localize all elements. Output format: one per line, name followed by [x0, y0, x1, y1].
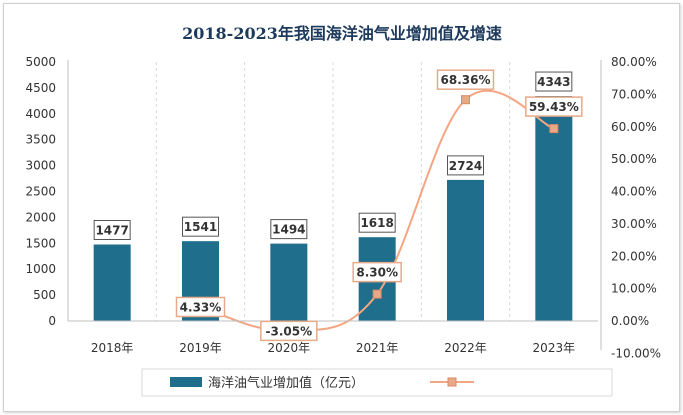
growth-value-box [175, 296, 226, 318]
growth-value-box [260, 320, 318, 342]
growth-value-label: 8.30% [352, 261, 402, 283]
bar-value-box [535, 71, 573, 92]
bar-value-box [270, 219, 308, 240]
growth-value-text: 68.36% [441, 73, 491, 87]
bar-value-box [447, 155, 484, 176]
y-left-tick-label: 2500 [25, 185, 56, 199]
y-left-tick-label: 4500 [25, 81, 56, 95]
y-right-tick-label: 30.00% [611, 217, 657, 231]
bar-value-label: 2724 [447, 155, 484, 176]
y-right-tick-label: 20.00% [611, 249, 657, 263]
growth-value-box [436, 69, 495, 90]
y-left-tick-label: 4000 [25, 107, 56, 121]
y-left-tick-label: 3500 [25, 133, 56, 147]
growth-marker [461, 95, 470, 105]
bar-value-text: 1541 [184, 220, 217, 234]
growth-value-label: -3.05% [260, 320, 318, 342]
bar-value-label: 1494 [270, 219, 308, 240]
bar-value-box [358, 212, 396, 233]
y-left-tick-label: 3000 [25, 159, 56, 173]
x-tick-label: 2023年 [533, 341, 576, 355]
bar-value-label: 1618 [358, 212, 396, 233]
growth-value-text: -3.05% [266, 324, 313, 338]
y-left-tick-label: 500 [33, 288, 56, 302]
growth-value-label: 68.36% [436, 69, 495, 90]
y-left-tick-label: 2000 [25, 210, 56, 224]
growth-value-text: 4.33% [180, 300, 222, 314]
bar-value-label: 1541 [182, 216, 219, 237]
chart-title: 2018-2023年我国海洋油气业增加值及增速 [182, 24, 502, 43]
y-left-tick-label: 5000 [25, 55, 56, 69]
y-right-tick-label: 60.00% [611, 120, 657, 134]
x-tick-label: 2019年 [179, 341, 222, 355]
legend-box [141, 368, 613, 397]
x-tick-label: 2020年 [268, 341, 311, 355]
axes: 0 500 1000 1500 2000 2500 3000 3500 4000 4500 5000… [25, 55, 661, 360]
growth-value-label: 4.33% [175, 296, 226, 318]
bar-value-label: 1477 [93, 219, 131, 240]
bar [535, 96, 573, 322]
legend-line-marker [447, 377, 457, 387]
bar-value-label: 4343 [535, 71, 573, 92]
y-left-tick-label: 1000 [25, 262, 56, 276]
bar-value-text: 1477 [95, 223, 128, 237]
bar-value-text: 1618 [360, 216, 393, 230]
y-left-tick-label: 0 [48, 314, 56, 328]
growth-value-box [352, 261, 402, 283]
legend-bar-swatch [170, 377, 202, 387]
bar [93, 244, 131, 321]
growth-value-box [525, 96, 583, 117]
bar-value-box [182, 216, 219, 237]
y-right-tick-label: 50.00% [611, 152, 657, 166]
data-labels: 1477 1541 1494 1618 2724 4343 4.33% -3.05% 8.30%… [93, 69, 583, 342]
y-right-tick-label: 80.00% [611, 55, 657, 69]
y-left-tick-label: 1500 [25, 236, 56, 250]
bar [447, 179, 484, 321]
bar-value-text: 2724 [449, 159, 482, 173]
y-right-tick-label: 10.00% [611, 282, 657, 296]
bar [270, 243, 308, 321]
gridlines [155, 62, 511, 321]
bar-value-text: 4343 [537, 75, 570, 89]
x-tick-label: 2021年 [356, 341, 399, 355]
bar-value-box [93, 219, 131, 240]
x-tick-label: 2018年 [91, 341, 134, 355]
y-right-tick-label: -10.00% [611, 346, 661, 360]
bar-value-text: 1494 [272, 223, 305, 237]
growth-value-text: 59.43% [529, 100, 579, 114]
growth-marker [549, 124, 559, 134]
growth-value-label: 59.43% [525, 96, 583, 117]
legend-bar-label: 海洋油气业增加值（亿元） [208, 375, 364, 391]
legend: 海洋油气业增加值（亿元） [141, 368, 613, 397]
y-right-tick-label: 0.00% [611, 314, 649, 328]
y-right-tick-label: 70.00% [611, 87, 657, 101]
x-tick-label: 2022年 [444, 341, 487, 355]
growth-marker [372, 289, 382, 299]
y-right-tick-label: 40.00% [611, 185, 657, 199]
growth-value-text: 8.30% [356, 266, 398, 280]
